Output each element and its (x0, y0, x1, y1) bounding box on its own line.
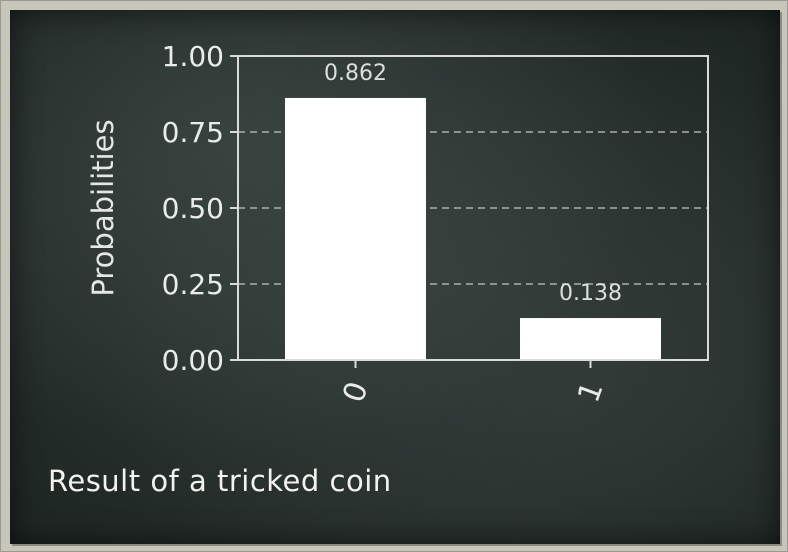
bar-0 (285, 97, 426, 361)
bars (285, 97, 661, 361)
axes (230, 55, 709, 368)
data-label-0: 0.862 (324, 61, 387, 86)
chart-caption: Result of a tricked coin (48, 464, 392, 498)
data-label-1: 0.138 (559, 281, 622, 306)
y-tick-label: 0.50 (162, 192, 224, 225)
y-tick-label: 0.25 (162, 268, 224, 301)
y-tick-label: 0.00 (162, 344, 224, 377)
chalkboard: 0.862 0.138 0.00 0.25 0.50 0.75 1.00 0 1 Probabil… (10, 10, 780, 544)
x-tick-label-1: 1 (571, 377, 610, 407)
bar-1 (520, 318, 661, 360)
y-axis-label: Probabilities (86, 119, 120, 296)
y-tick-label: 0.75 (162, 116, 224, 149)
y-tick-label: 1.00 (162, 40, 224, 73)
x-tick-label-0: 0 (336, 377, 375, 407)
probability-bar-chart: 0.862 0.138 0.00 0.25 0.50 0.75 1.00 0 1 Probabil… (86, 40, 709, 407)
